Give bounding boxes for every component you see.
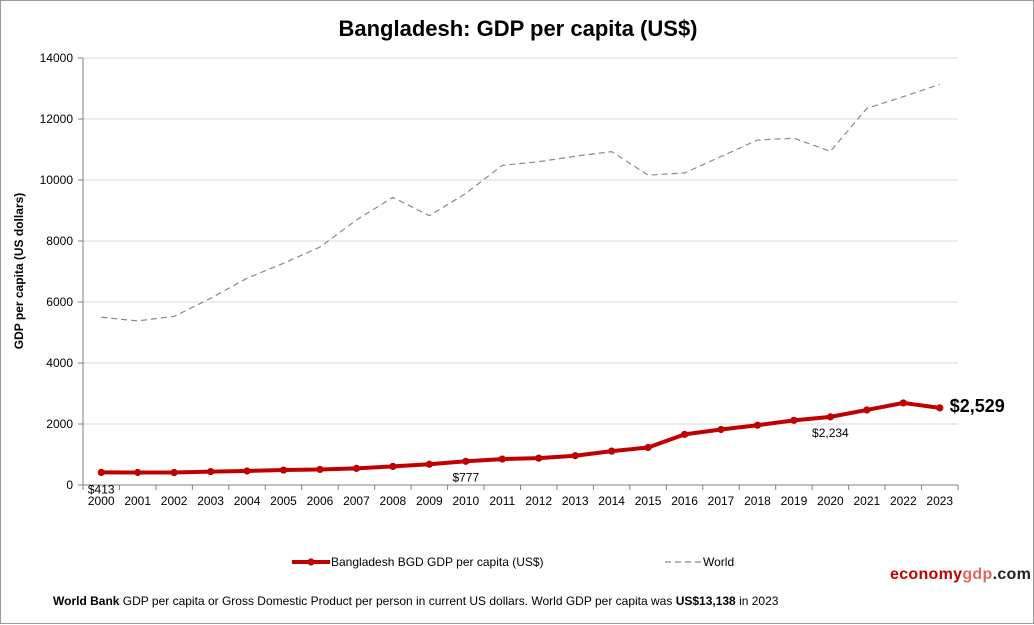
- x-tick-label: 2022: [890, 494, 917, 508]
- x-tick-label: 2007: [343, 494, 370, 508]
- data-label: $777: [452, 470, 479, 484]
- x-tick-label: 2019: [781, 494, 808, 508]
- x-tick-label: 2002: [161, 494, 188, 508]
- legend-marker-bangladesh: [307, 558, 315, 566]
- data-label: $413: [88, 482, 115, 496]
- data-point-bangladesh: [644, 443, 652, 452]
- data-point-bangladesh: [535, 454, 543, 462]
- x-tick-label: 2020: [817, 494, 844, 508]
- brand-part-economy: economy: [890, 566, 963, 583]
- data-point-bangladesh: [608, 447, 616, 455]
- data-point-bangladesh: [352, 464, 361, 472]
- x-tick-label: 2003: [197, 494, 224, 508]
- data-point-bangladesh: [170, 468, 178, 477]
- data-point-bangladesh: [279, 466, 288, 474]
- brand-logo: economygdp.com: [890, 566, 1031, 584]
- x-tick-label: 2011: [489, 494, 515, 508]
- x-tick-label: 2017: [708, 494, 735, 508]
- footnote-year: in 2023: [735, 594, 779, 608]
- brand-part-gdp: gdp: [962, 566, 993, 583]
- x-tick-label: 2023: [926, 494, 953, 508]
- x-tick-label: 2001: [124, 494, 151, 508]
- legend-label-bangladesh: Bangladesh BGD GDP per capita (US$): [331, 555, 544, 569]
- data-point-bangladesh: [717, 425, 725, 434]
- x-tick-label: 2013: [562, 494, 589, 508]
- data-point-bangladesh: [826, 413, 834, 421]
- data-point-bangladesh: [753, 421, 762, 429]
- data-point-bangladesh: [571, 452, 579, 460]
- data-point-bangladesh: [790, 416, 798, 424]
- footnote-world-value: US$13,138: [675, 594, 736, 608]
- x-tick-label: 2016: [671, 494, 698, 508]
- data-point-bangladesh: [680, 430, 689, 438]
- x-tick-label: 2009: [416, 494, 443, 508]
- series-line-world: [101, 83, 940, 322]
- footnote: World Bank GDP per capita or Gross Domes…: [53, 594, 778, 608]
- data-point-bangladesh: [462, 457, 470, 465]
- x-tick-label: 2012: [525, 494, 552, 508]
- x-tick-label: 2008: [380, 494, 407, 508]
- x-tick-label: 2018: [744, 494, 771, 508]
- chart-title: Bangladesh: GDP per capita (US$): [338, 16, 697, 41]
- y-tick-label: 12000: [40, 112, 74, 126]
- data-label-latest: $2,529: [950, 396, 1005, 416]
- data-point-bangladesh: [936, 404, 944, 412]
- y-tick-label: 6000: [46, 295, 73, 309]
- y-tick-label: 14000: [40, 51, 74, 65]
- x-tick-label: 2006: [307, 494, 334, 508]
- footnote-text: GDP per capita or Gross Domestic Product…: [119, 594, 676, 608]
- data-label: $2,234: [812, 426, 849, 440]
- y-axis-label: GDP per capita (US dollars): [12, 193, 26, 350]
- series-line-bangladesh: [101, 400, 941, 475]
- data-point-bangladesh: [899, 399, 907, 407]
- x-tick-label: 2021: [854, 494, 881, 508]
- y-tick-label: 10000: [40, 173, 74, 187]
- x-tick-label: 2000: [88, 494, 115, 508]
- data-point-bangladesh: [316, 465, 324, 474]
- data-point-bangladesh: [97, 468, 105, 477]
- data-point-bangladesh: [207, 467, 215, 476]
- y-tick-label: 2000: [46, 417, 73, 431]
- x-tick-label: 2015: [635, 494, 662, 508]
- footnote-source: World Bank: [53, 594, 120, 608]
- data-point-bangladesh: [243, 467, 251, 475]
- brand-part-com: .com: [992, 566, 1032, 583]
- y-tick-label: 0: [66, 478, 73, 492]
- data-point-bangladesh: [863, 406, 871, 414]
- x-tick-label: 2004: [234, 494, 261, 508]
- legend-label-world: World: [703, 555, 734, 569]
- y-tick-label: 4000: [46, 356, 73, 370]
- x-tick-label: 2010: [452, 494, 479, 508]
- x-tick-label: 2014: [598, 494, 625, 508]
- y-tick-label: 8000: [46, 234, 73, 248]
- data-point-bangladesh: [389, 462, 397, 470]
- x-tick-label: 2005: [270, 494, 297, 508]
- data-point-bangladesh: [425, 460, 433, 468]
- data-point-bangladesh: [498, 455, 506, 463]
- data-point-bangladesh: [134, 468, 142, 477]
